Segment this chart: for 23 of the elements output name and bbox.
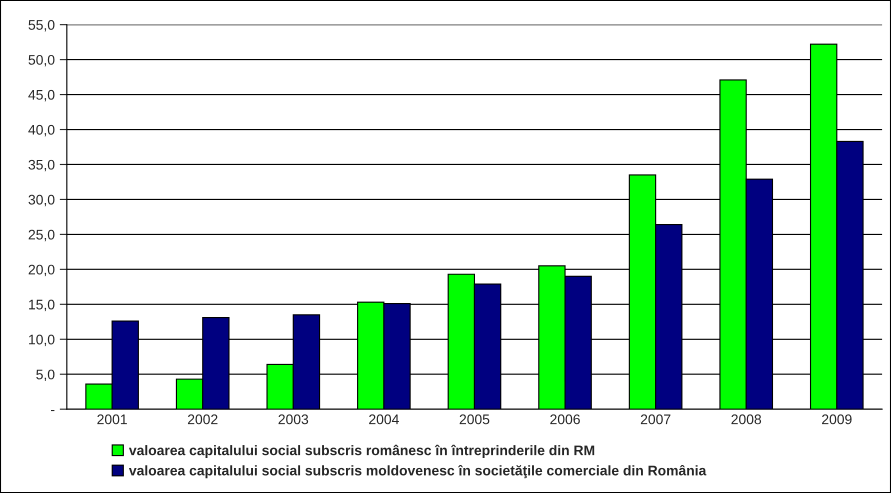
y-tick-label: 5,0 <box>36 370 54 382</box>
x-tick-label: 2008 <box>731 414 762 424</box>
legend-label: valoarea capitalului social subscris românesc în întreprinderile din RM <box>128 444 594 458</box>
y-tick-label: 50,0 <box>28 54 54 66</box>
legend-label: valoarea capitalului social subscris moldovenesc în societăţile comerciale din România <box>128 464 706 478</box>
y-tick-label: 20,0 <box>28 264 54 276</box>
y-tick-label: 40,0 <box>28 124 54 136</box>
x-tick-label: 2009 <box>822 414 852 424</box>
y-tick-label: 10,0 <box>29 334 54 346</box>
x-tick-label: 2001 <box>97 414 127 424</box>
x-tick-label: 2002 <box>188 414 218 424</box>
y-tick-label: 35,0 <box>28 160 54 172</box>
y-tick-label: 45,0 <box>28 90 54 102</box>
y-tick-label: 25,0 <box>28 230 54 242</box>
y-tick-label: - <box>51 410 54 412</box>
x-tick-label: 2003 <box>278 414 308 424</box>
y-tick-label: 15,0 <box>29 300 54 312</box>
x-tick-label: 2004 <box>369 414 399 424</box>
y-tick-label: 55,0 <box>28 20 54 32</box>
x-tick-label: 2006 <box>550 414 580 424</box>
x-tick-label: 2007 <box>640 414 670 424</box>
x-tick-label: 2005 <box>460 414 490 424</box>
y-tick-label: 30,0 <box>28 194 54 206</box>
